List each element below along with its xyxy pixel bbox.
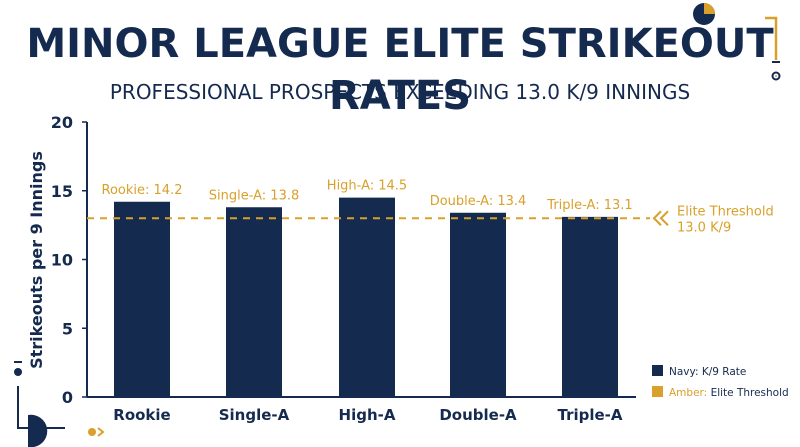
data-label: Rookie: 14.2	[102, 183, 183, 198]
legend-prefix-amber: Amber:	[669, 387, 707, 399]
double-chevron-left-icon	[652, 210, 669, 226]
legend-swatch-navy	[652, 365, 663, 376]
legend-prefix-navy: Navy:	[669, 366, 699, 378]
bar	[114, 201, 170, 397]
data-label: High-A: 14.5	[327, 179, 407, 194]
y-axis-title: Strikeouts per 9 Innings	[27, 151, 46, 369]
y-axis: 0 5 10 15 20 Strikeouts per 9 Innings	[27, 113, 88, 407]
chart-subtitle: PROFESSIONAL PROSPECTS EXCEEDING 13.0 K/…	[109, 80, 691, 104]
data-label: Triple-A: 13.1	[546, 198, 632, 213]
y-tick-label: 20	[51, 113, 73, 132]
legend-text-navy: K/9 Rate	[702, 366, 747, 378]
chart-title: MINOR LEAGUE ELITE STRIKEOUT RATES	[26, 21, 774, 119]
y-tick-label: 0	[62, 388, 73, 407]
bar	[226, 207, 282, 397]
y-tick-label: 5	[62, 319, 73, 338]
data-label: Single-A: 13.8	[209, 188, 300, 203]
legend-item-navy: Navy: K/9 Rate	[669, 366, 746, 378]
legend-item-amber: Amber: Elite Threshold	[669, 387, 789, 399]
legend-swatch-amber	[652, 386, 663, 397]
y-tick-label: 10	[51, 251, 73, 270]
threshold: Elite Threshold 13.0 K/9	[87, 204, 774, 235]
x-tick-label: Rookie	[113, 406, 170, 424]
legend-text-amber: Elite Threshold	[711, 387, 789, 399]
bar	[339, 197, 395, 397]
legend: Navy: K/9 Rate Amber: Elite Threshold	[652, 365, 789, 399]
x-tick-label: Double-A	[439, 406, 517, 424]
bar	[450, 212, 506, 397]
data-label: Double-A: 13.4	[430, 194, 527, 209]
x-tick-label: High-A	[339, 406, 396, 424]
threshold-label: Elite Threshold	[677, 204, 774, 219]
y-tick-label: 15	[51, 182, 73, 201]
x-tick-label: Triple-A	[557, 406, 622, 424]
threshold-value-label: 13.0 K/9	[677, 220, 731, 235]
x-tick-label: Single-A	[219, 406, 290, 424]
bar	[562, 216, 618, 397]
